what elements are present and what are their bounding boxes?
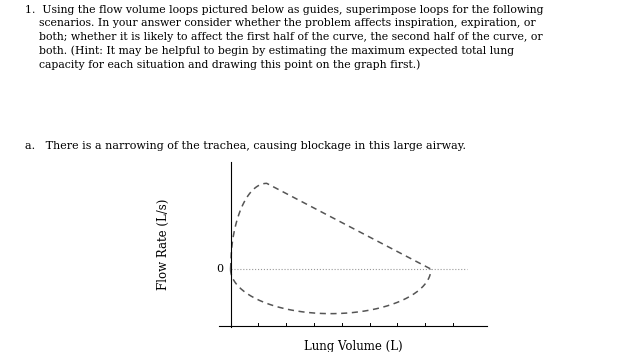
Text: 1.  Using the flow volume loops pictured below as guides, superimpose loops for : 1. Using the flow volume loops pictured … bbox=[25, 5, 544, 70]
X-axis label: Lung Volume (L): Lung Volume (L) bbox=[303, 340, 403, 352]
Text: 0: 0 bbox=[216, 264, 224, 274]
Text: a.   There is a narrowing of the trachea, causing blockage in this large airway.: a. There is a narrowing of the trachea, … bbox=[25, 141, 466, 151]
Text: Flow Rate (L/s): Flow Rate (L/s) bbox=[157, 199, 170, 290]
